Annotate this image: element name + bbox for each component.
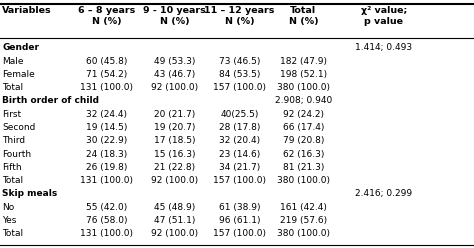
Text: Birth order of child: Birth order of child xyxy=(2,96,100,105)
Text: 76 (58.0): 76 (58.0) xyxy=(86,216,128,225)
Text: 73 (46.5): 73 (46.5) xyxy=(219,57,260,66)
Text: Fifth: Fifth xyxy=(2,163,22,172)
Text: 6 – 8 years
N (%): 6 – 8 years N (%) xyxy=(78,6,135,26)
Text: 219 (57.6): 219 (57.6) xyxy=(280,216,327,225)
Text: 30 (22.9): 30 (22.9) xyxy=(86,136,128,145)
Text: 1.414; 0.493: 1.414; 0.493 xyxy=(356,43,412,52)
Text: 60 (45.8): 60 (45.8) xyxy=(86,57,128,66)
Text: 40(25.5): 40(25.5) xyxy=(220,110,258,119)
Text: 81 (21.3): 81 (21.3) xyxy=(283,163,324,172)
Text: 161 (42.4): 161 (42.4) xyxy=(280,203,327,212)
Text: χ² value;
p value: χ² value; p value xyxy=(361,6,407,26)
Text: No: No xyxy=(2,203,15,212)
Text: 131 (100.0): 131 (100.0) xyxy=(80,176,133,185)
Text: 23 (14.6): 23 (14.6) xyxy=(219,150,260,158)
Text: 92 (100.0): 92 (100.0) xyxy=(151,176,198,185)
Text: 28 (17.8): 28 (17.8) xyxy=(219,123,260,132)
Text: 198 (52.1): 198 (52.1) xyxy=(280,70,327,79)
Text: 380 (100.0): 380 (100.0) xyxy=(277,176,330,185)
Text: Total: Total xyxy=(2,83,24,92)
Text: 55 (42.0): 55 (42.0) xyxy=(86,203,128,212)
Text: 34 (21.7): 34 (21.7) xyxy=(219,163,260,172)
Text: 20 (21.7): 20 (21.7) xyxy=(154,110,195,119)
Text: 92 (24.2): 92 (24.2) xyxy=(283,110,324,119)
Text: 131 (100.0): 131 (100.0) xyxy=(80,83,133,92)
Text: 9 - 10 years
N (%): 9 - 10 years N (%) xyxy=(143,6,206,26)
Text: 92 (100.0): 92 (100.0) xyxy=(151,229,198,238)
Text: Skip meals: Skip meals xyxy=(2,189,58,198)
Text: 19 (14.5): 19 (14.5) xyxy=(86,123,128,132)
Text: 21 (22.8): 21 (22.8) xyxy=(154,163,195,172)
Text: 19 (20.7): 19 (20.7) xyxy=(154,123,195,132)
Text: 11 – 12 years
N (%): 11 – 12 years N (%) xyxy=(204,6,274,26)
Text: Third: Third xyxy=(2,136,26,145)
Text: 96 (61.1): 96 (61.1) xyxy=(219,216,260,225)
Text: 15 (16.3): 15 (16.3) xyxy=(154,150,195,158)
Text: 26 (19.8): 26 (19.8) xyxy=(86,163,128,172)
Text: 17 (18.5): 17 (18.5) xyxy=(154,136,195,145)
Text: 92 (100.0): 92 (100.0) xyxy=(151,83,198,92)
Text: 32 (20.4): 32 (20.4) xyxy=(219,136,260,145)
Text: 71 (54.2): 71 (54.2) xyxy=(86,70,128,79)
Text: Total: Total xyxy=(2,176,24,185)
Text: Female: Female xyxy=(2,70,35,79)
Text: 2.908; 0.940: 2.908; 0.940 xyxy=(275,96,332,105)
Text: 157 (100.0): 157 (100.0) xyxy=(213,229,266,238)
Text: Variables: Variables xyxy=(2,6,52,15)
Text: Second: Second xyxy=(2,123,36,132)
Text: 157 (100.0): 157 (100.0) xyxy=(213,176,266,185)
Text: 43 (46.7): 43 (46.7) xyxy=(154,70,195,79)
Text: 49 (53.3): 49 (53.3) xyxy=(154,57,195,66)
Text: 24 (18.3): 24 (18.3) xyxy=(86,150,128,158)
Text: Yes: Yes xyxy=(2,216,17,225)
Text: 62 (16.3): 62 (16.3) xyxy=(283,150,324,158)
Text: Fourth: Fourth xyxy=(2,150,31,158)
Text: 380 (100.0): 380 (100.0) xyxy=(277,83,330,92)
Text: Total: Total xyxy=(2,229,24,238)
Text: 131 (100.0): 131 (100.0) xyxy=(80,229,133,238)
Text: 182 (47.9): 182 (47.9) xyxy=(280,57,327,66)
Text: 47 (51.1): 47 (51.1) xyxy=(154,216,195,225)
Text: 79 (20.8): 79 (20.8) xyxy=(283,136,324,145)
Text: First: First xyxy=(2,110,21,119)
Text: 380 (100.0): 380 (100.0) xyxy=(277,229,330,238)
Text: 66 (17.4): 66 (17.4) xyxy=(283,123,324,132)
Text: 61 (38.9): 61 (38.9) xyxy=(219,203,260,212)
Text: Total
N (%): Total N (%) xyxy=(289,6,318,26)
Text: 2.416; 0.299: 2.416; 0.299 xyxy=(356,189,412,198)
Text: 32 (24.4): 32 (24.4) xyxy=(86,110,127,119)
Text: Gender: Gender xyxy=(2,43,39,52)
Text: 157 (100.0): 157 (100.0) xyxy=(213,83,266,92)
Text: 45 (48.9): 45 (48.9) xyxy=(154,203,195,212)
Text: 84 (53.5): 84 (53.5) xyxy=(219,70,260,79)
Text: Male: Male xyxy=(2,57,24,66)
